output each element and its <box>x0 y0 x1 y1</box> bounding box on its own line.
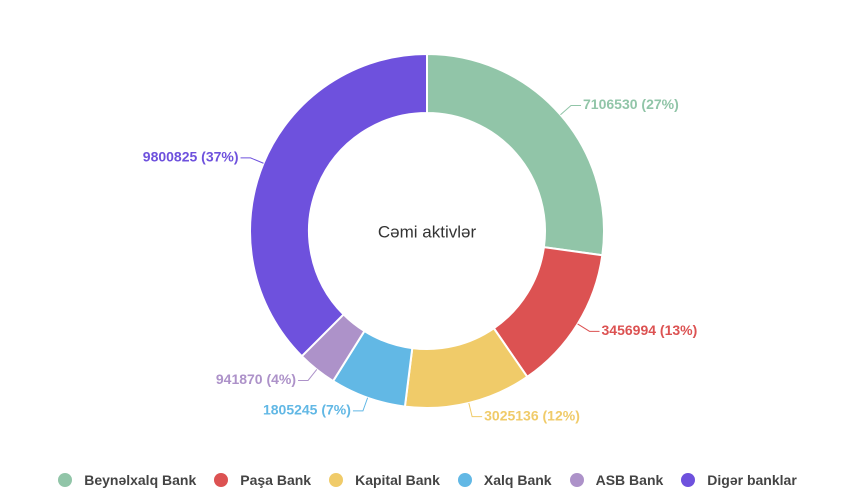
legend-marker-icon <box>681 473 696 487</box>
legend-label: Kapital Bank <box>355 472 440 488</box>
slices-group <box>249 52 605 409</box>
legend-label: Xalq Bank <box>483 472 552 488</box>
leader-line <box>468 402 483 418</box>
legend-item[interactable]: Beynəlxalq Bank <box>58 472 196 488</box>
legend-label: Beynəlxalq Bank <box>84 472 197 488</box>
leader-line <box>352 397 369 412</box>
leader-lines-group <box>240 105 600 418</box>
legend-item[interactable]: Kapital Bank <box>329 472 440 488</box>
leader-line <box>240 157 264 164</box>
legend-item[interactable]: Paşa Bank <box>214 472 311 488</box>
legend-marker-icon <box>329 473 344 487</box>
legend-marker-icon <box>457 473 472 487</box>
leader-line <box>560 105 582 116</box>
data-label: 3456994 (13%) <box>602 322 698 338</box>
legend: Beynəlxalq Bank Paşa Bank Kapital Bank Xalq… <box>0 472 855 488</box>
legend-marker-icon <box>214 473 229 487</box>
slice-dig-r-banklar[interactable] <box>249 52 428 358</box>
center-label: Cəmi aktivlər <box>378 222 477 241</box>
data-label: 7106530 (27%) <box>583 96 679 112</box>
legend-label: Digər banklar <box>707 472 797 488</box>
legend-item[interactable]: ASB Bank <box>569 472 664 488</box>
legend-label: Paşa Bank <box>240 472 312 488</box>
leader-line <box>577 323 600 332</box>
data-label: 1805245 (7%) <box>263 402 351 418</box>
legend-marker-icon <box>58 473 73 487</box>
legend-marker-icon <box>569 473 584 487</box>
slice-beyn-lxalq-bank[interactable] <box>426 52 605 257</box>
data-label: 9800825 (37%) <box>143 149 239 165</box>
legend-item[interactable]: Digər banklar <box>681 472 797 488</box>
data-label: 3025136 (12%) <box>484 407 580 423</box>
legend-item[interactable]: Xalq Bank <box>457 472 552 488</box>
data-labels-group: 7106530 (27%) 3456994 (13%) 3025136 (12%) 1… <box>143 96 697 423</box>
data-label: 941870 (4%) <box>216 371 296 387</box>
leader-line <box>298 369 318 381</box>
legend-label: ASB Bank <box>595 472 664 488</box>
